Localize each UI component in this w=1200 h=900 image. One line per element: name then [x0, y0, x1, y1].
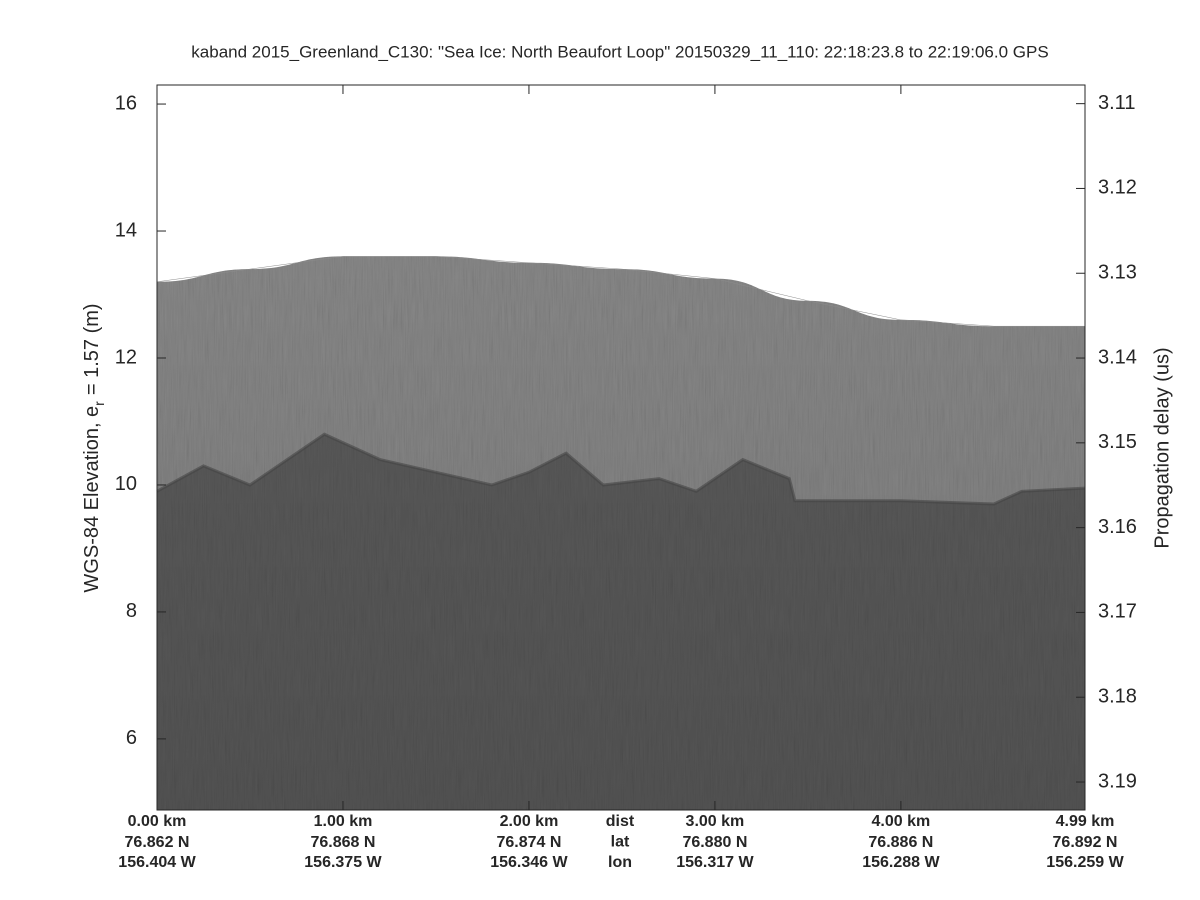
y2-tick-label: 3.18: [1098, 686, 1137, 708]
x-tick-label: 1.00 km: [314, 813, 373, 830]
x-lon-label: 156.259 W: [1046, 854, 1124, 871]
plot-area: [156, 256, 1086, 811]
y-tick-label: 10: [115, 473, 137, 495]
x-row-name: lon: [608, 854, 632, 871]
x-lon-label: 156.404 W: [118, 854, 196, 871]
y-axis-label: WGS-84 Elevation, er = 1.57 (m): [81, 303, 106, 592]
x-lon-label: 156.288 W: [862, 854, 940, 871]
x-row-name: dist: [606, 813, 635, 830]
y-tick-label: 14: [115, 219, 137, 241]
y2-tick-label: 3.19: [1098, 770, 1137, 792]
x-lat-label: 76.892 N: [1053, 834, 1118, 851]
y2-tick-label: 3.15: [1098, 431, 1137, 453]
plot-frame: [156, 84, 1086, 811]
x-lat-label: 76.862 N: [125, 834, 190, 851]
y2-tick-label: 3.13: [1098, 262, 1137, 284]
y-label-part: = 1.57 (m): [81, 303, 103, 395]
y-tick-label: 16: [115, 92, 137, 114]
echo-noise: [157, 256, 1085, 810]
x-lon-label: 156.346 W: [490, 854, 568, 871]
x-tick-label: 0.00 km: [128, 813, 187, 830]
x-lat-label: 76.886 N: [868, 834, 933, 851]
x-tick-label: 3.00 km: [686, 813, 745, 830]
y-tick-label: 6: [126, 727, 137, 749]
x-lat-label: 76.868 N: [311, 834, 376, 851]
x-row-name: lat: [611, 834, 630, 851]
y2-tick-label: 3.14: [1098, 346, 1137, 368]
x-lon-label: 156.375 W: [304, 854, 382, 871]
y-tick-label: 8: [126, 600, 137, 622]
chart-title: kaband 2015_Greenland_C130: "Sea Ice: No…: [191, 42, 1048, 61]
x-tick-label: 2.00 km: [500, 813, 559, 830]
x-tick-label: 4.00 km: [872, 813, 931, 830]
y-label-part: WGS-84 Elevation, e: [81, 406, 103, 593]
y-label-sub: r: [91, 401, 107, 406]
x-lat-label: 76.880 N: [682, 834, 747, 851]
y2-axis-label: Propagation delay (us): [1151, 347, 1173, 548]
y2-tick-label: 3.11: [1098, 92, 1135, 114]
surface-line: [156, 256, 1085, 327]
y2-tick-label: 3.12: [1098, 177, 1137, 199]
interface-line: [156, 432, 1086, 506]
x-lat-label: 76.874 N: [496, 834, 561, 851]
y-tick-label: 12: [115, 346, 137, 368]
x-lon-label: 156.317 W: [676, 854, 754, 871]
x-tick-label: 4.99 km: [1056, 813, 1115, 830]
y2-tick-label: 3.17: [1098, 601, 1137, 623]
y2-tick-label: 3.16: [1098, 516, 1137, 538]
